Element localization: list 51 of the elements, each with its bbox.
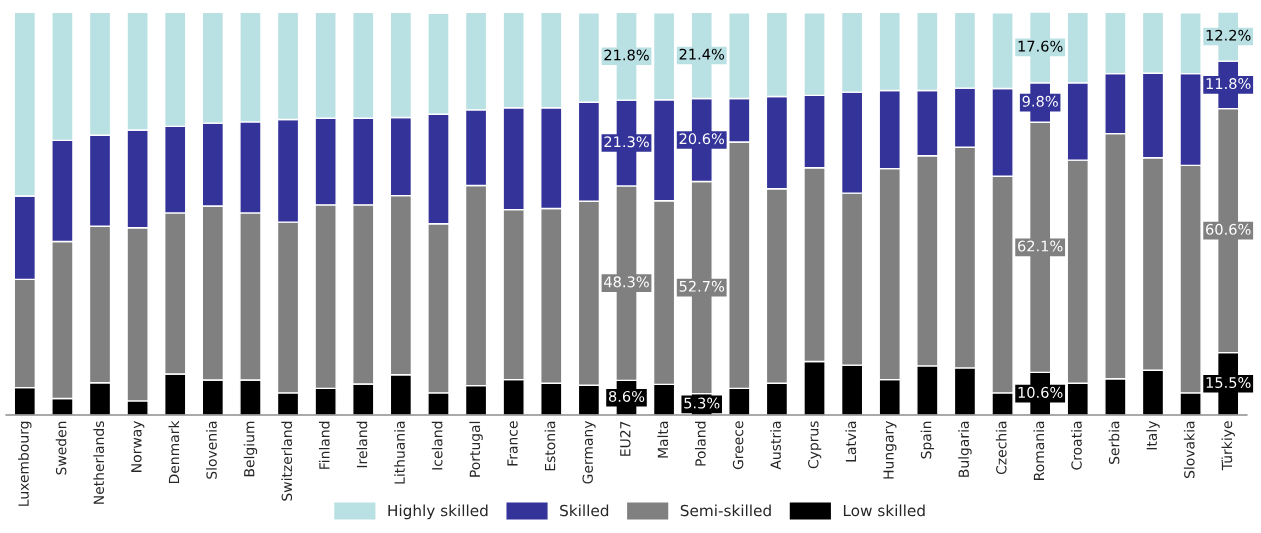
legend-label: Low skilled (843, 504, 925, 517)
legend-label: Semi-skilled (680, 504, 771, 517)
x-tick-label: Norway (131, 420, 145, 472)
x-tick-label: Denmark (168, 420, 180, 484)
x-tick-label: Ireland (356, 421, 368, 468)
data-label: 60.6% (1206, 223, 1251, 235)
x-tick-label: Romania (1033, 421, 1045, 480)
x-tick-label: Spain (920, 421, 935, 459)
x-tick-label: Portugal (469, 421, 483, 477)
x-tick-label: Iceland (431, 421, 443, 470)
x-tick-label: Luxembourg (18, 421, 32, 506)
x-tick-label: Malta (657, 421, 669, 458)
data-label: 12.2% (1206, 29, 1251, 41)
x-tick-label: Netherlands (93, 421, 105, 504)
data-label: 52.7% (679, 280, 725, 292)
x-tick-label: Belgium (243, 421, 258, 477)
x-tick-label: Lithuania (394, 421, 405, 484)
x-tick-label: Serbia (1108, 421, 1120, 464)
x-tick-label: Czechia (995, 421, 1007, 475)
x-tick-label: Italy (1146, 420, 1160, 450)
data-label: 21.3% (604, 136, 649, 148)
x-tick-label: Slovenia (206, 421, 217, 479)
legend-label: Skilled (560, 504, 609, 517)
data-label: 21.8% (604, 49, 649, 61)
data-label: 21.4% (679, 48, 725, 60)
x-tick-label: Poland (694, 421, 706, 466)
data-label: 15.5% (1206, 377, 1251, 389)
x-tick-label: Slovakia (1183, 421, 1195, 478)
x-tick-label: Cyprus (808, 421, 822, 469)
x-tick-label: Türkiye (1221, 421, 1235, 471)
data-label: 17.6% (1018, 40, 1063, 52)
x-tick-label: Finland (318, 421, 330, 469)
data-label: 9.8% (1022, 95, 1058, 107)
data-label: 10.6% (1018, 386, 1063, 398)
data-label: 11.8% (1206, 78, 1251, 90)
x-tick-label: Croatia (1071, 421, 1082, 470)
x-tick-label: Austria (770, 421, 781, 470)
x-tick-label: Bulgaria (958, 421, 972, 477)
x-tick-label: Switzerland (281, 421, 293, 501)
x-tick-label: Hungary (883, 420, 897, 479)
x-tick-label: France (507, 421, 518, 466)
x-tick-label: EU27 (620, 421, 631, 456)
legend-label: Highly skilled (388, 504, 488, 520)
x-tick-label: Greece (732, 421, 744, 470)
data-label: 20.6% (679, 133, 725, 145)
x-tick-label: Estonia (544, 421, 556, 471)
x-tick-label: Sweden (55, 421, 67, 475)
data-label: 62.1% (1018, 240, 1063, 252)
data-label: 48.3% (604, 276, 649, 288)
x-tick-label: Latvia (845, 421, 857, 462)
x-tick-label: Germany (582, 420, 596, 484)
